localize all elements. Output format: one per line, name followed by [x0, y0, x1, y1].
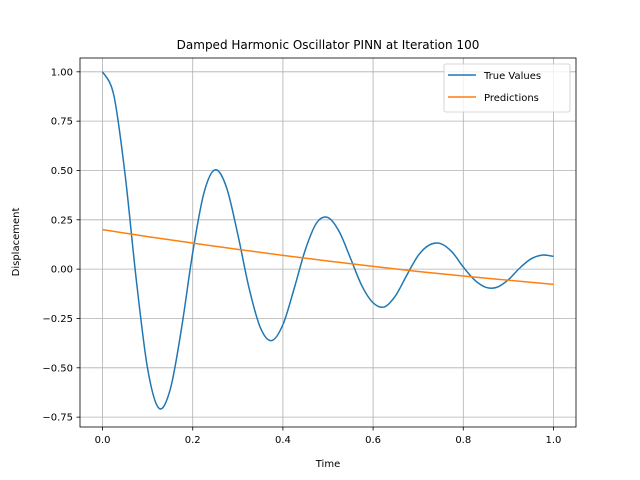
plot-area-frame [79, 57, 577, 428]
predictions-line [102, 228, 554, 286]
y-tick-label: −0.25 [42, 314, 73, 325]
y-tick-label: 0.25 [51, 215, 73, 226]
grid-lines [80, 58, 576, 427]
x-tick-label: 0.0 [95, 435, 111, 446]
x-tick-label: 0.8 [455, 435, 471, 446]
y-tick-label: −0.50 [42, 363, 73, 374]
plot-series [101, 71, 554, 410]
y-tick-label: 0.75 [51, 117, 73, 128]
y-tick-label: 0.00 [51, 265, 73, 276]
legend: True Values Predictions [443, 63, 571, 113]
x-tick-label: 0.6 [365, 435, 381, 446]
legend-label-predictions: Predictions [484, 93, 539, 104]
x-axis-label: Time [315, 459, 340, 470]
legend-box [443, 63, 571, 113]
y-tick-label: 1.00 [51, 67, 73, 78]
chart-title: Damped Harmonic Oscillator PINN at Itera… [177, 38, 480, 52]
y-tick-label: 0.50 [51, 166, 73, 177]
y-tick-label: −0.75 [42, 413, 73, 424]
x-tick-label: 1.0 [546, 435, 562, 446]
axis-ticks: 0.0 0.2 0.4 0.6 0.8 1.0 −0.75 −0.50 −0.25 0.00 0.2… [42, 67, 561, 446]
y-axis-label: Displacement [11, 208, 22, 277]
legend-label-true-values: True Values [483, 71, 541, 82]
x-tick-label: 0.4 [275, 435, 291, 446]
x-tick-label: 0.2 [185, 435, 201, 446]
true-values-line [101, 71, 554, 410]
